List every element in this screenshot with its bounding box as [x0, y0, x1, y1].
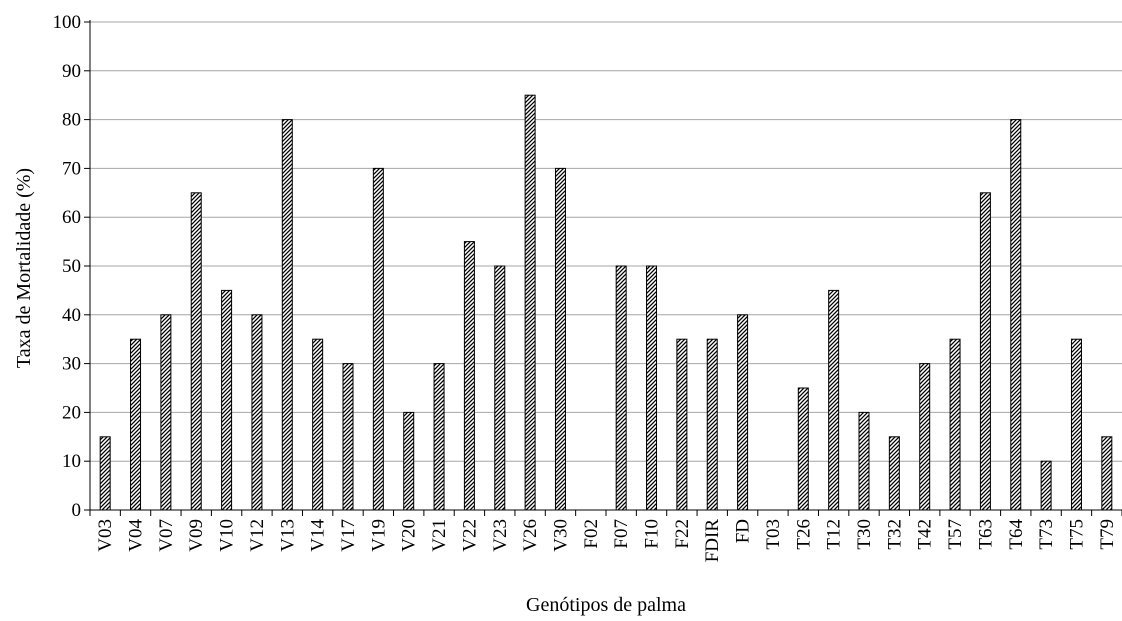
- y-tick-label: 70: [62, 158, 81, 179]
- x-tick-label: F22: [672, 519, 693, 549]
- x-tick-label: T63: [975, 519, 996, 550]
- bar-v26: [524, 94, 536, 511]
- x-tick-label: T57: [945, 519, 966, 550]
- y-tick-label: 80: [62, 110, 81, 131]
- bar-t57: [949, 338, 961, 511]
- bar-v04: [130, 338, 142, 511]
- bar-fdir: [706, 338, 718, 511]
- x-tick-label: T12: [824, 519, 845, 550]
- bar-t26: [797, 387, 809, 511]
- x-tick-label: T32: [884, 519, 905, 550]
- x-tick-label: V26: [520, 519, 541, 552]
- bar-t32: [888, 436, 900, 511]
- x-tick-label: V20: [399, 519, 420, 552]
- bar-t73: [1040, 460, 1052, 511]
- x-tick-label: T73: [1036, 519, 1057, 550]
- x-tick-label: V19: [368, 519, 389, 552]
- x-tick-label: V03: [95, 519, 116, 552]
- x-tick-label: FDIR: [702, 519, 723, 563]
- x-tick-label: V30: [550, 519, 571, 552]
- axes: [89, 20, 1122, 511]
- x-tick-label: T79: [1097, 519, 1118, 550]
- x-tick-label: V17: [338, 519, 359, 552]
- y-tick-label: 90: [62, 61, 81, 82]
- x-tick-label: T03: [763, 519, 784, 550]
- bar-v20: [403, 411, 415, 511]
- x-tick-label: FD: [733, 519, 754, 543]
- bar-v22: [463, 241, 475, 511]
- bar-t64: [1010, 119, 1022, 511]
- y-tick-label: 20: [62, 402, 81, 423]
- x-tick-label: V14: [308, 519, 329, 552]
- bar-f22: [676, 338, 688, 511]
- x-tick-label: T42: [915, 519, 936, 550]
- y-tick-label: 50: [62, 256, 81, 277]
- bar-v30: [554, 167, 566, 511]
- bar-v21: [433, 363, 445, 511]
- y-axis-title: Taxa de Mortalidade (%): [13, 168, 35, 368]
- x-tick-label: T64: [1006, 519, 1027, 550]
- y-tick-label: 40: [62, 305, 81, 326]
- bar-fd: [737, 314, 749, 511]
- y-tick-label: 60: [62, 207, 81, 228]
- x-tick-label: V12: [247, 519, 268, 552]
- y-tick-label: 30: [62, 354, 81, 375]
- x-tick-label: F07: [611, 519, 632, 549]
- bar-t75: [1070, 338, 1082, 511]
- x-tick-label: V23: [490, 519, 511, 552]
- x-tick-label: F10: [642, 519, 663, 549]
- bar-t79: [1101, 436, 1113, 511]
- bar-t63: [979, 192, 991, 511]
- bar-v10: [221, 289, 233, 511]
- x-tick-label: T75: [1066, 519, 1087, 550]
- x-tick-label: V07: [156, 519, 177, 552]
- bar-v03: [99, 436, 111, 511]
- x-tick-label: T26: [793, 519, 814, 550]
- y-tick-label: 0: [72, 500, 82, 521]
- bar-t42: [919, 363, 931, 511]
- gridlines: [90, 21, 1122, 462]
- y-tick-label: 100: [53, 12, 82, 33]
- bar-v14: [312, 338, 324, 511]
- x-tick-label: F02: [581, 519, 602, 549]
- bar-v19: [372, 167, 384, 511]
- x-tick-label: V09: [186, 519, 207, 552]
- x-tick-label: T30: [854, 519, 875, 550]
- bar-t30: [858, 411, 870, 511]
- bar-f07: [615, 265, 627, 511]
- bar-v23: [494, 265, 506, 511]
- bar-v09: [190, 192, 202, 511]
- x-tick-label: V10: [217, 519, 238, 552]
- bar-v17: [342, 363, 354, 511]
- y-tick-labels: 0 10 20 30 40 50 60 70 80 90 100: [53, 12, 90, 521]
- x-tick-label: V13: [277, 519, 298, 552]
- x-tick-label: V04: [126, 519, 147, 552]
- bars: [99, 94, 1113, 511]
- x-tick-label: V21: [429, 519, 450, 552]
- x-tick-labels: V03 V04 V07 V09 V10 V12 V13 V14 V17 V19 V20 V21 V22 V…: [89, 510, 1122, 563]
- x-tick-label: V22: [459, 519, 480, 552]
- bar-v13: [281, 119, 293, 511]
- bar-t12: [828, 289, 840, 511]
- y-tick-label: 10: [62, 451, 81, 472]
- bar-v12: [251, 314, 263, 511]
- x-axis-title: Genótipos de palma: [526, 594, 686, 616]
- bar-f10: [646, 265, 658, 511]
- bar-v07: [160, 314, 172, 511]
